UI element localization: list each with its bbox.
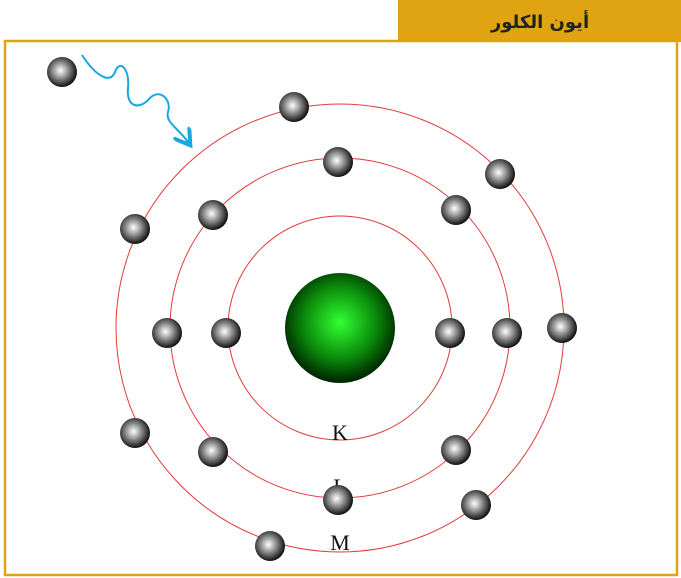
title: أيون الكلور [490, 10, 589, 33]
incoming-arrow [82, 55, 188, 142]
nucleus [285, 273, 395, 383]
electron [211, 318, 241, 348]
electron [441, 435, 471, 465]
electron [255, 531, 285, 561]
electron [485, 159, 515, 189]
electron [435, 318, 465, 348]
electron [461, 490, 491, 520]
electron [279, 92, 309, 122]
shell-label: M [330, 530, 350, 555]
electron [323, 147, 353, 177]
electron [441, 195, 471, 225]
electron [547, 313, 577, 343]
electron [47, 57, 77, 87]
electron [492, 318, 522, 348]
electron [152, 318, 182, 348]
electron [120, 214, 150, 244]
electron [198, 200, 228, 230]
electron [198, 437, 228, 467]
shell-label: K [332, 420, 348, 445]
electron [323, 485, 353, 515]
atom-diagram: أيون الكلور K L M [0, 0, 681, 578]
electron [120, 418, 150, 448]
